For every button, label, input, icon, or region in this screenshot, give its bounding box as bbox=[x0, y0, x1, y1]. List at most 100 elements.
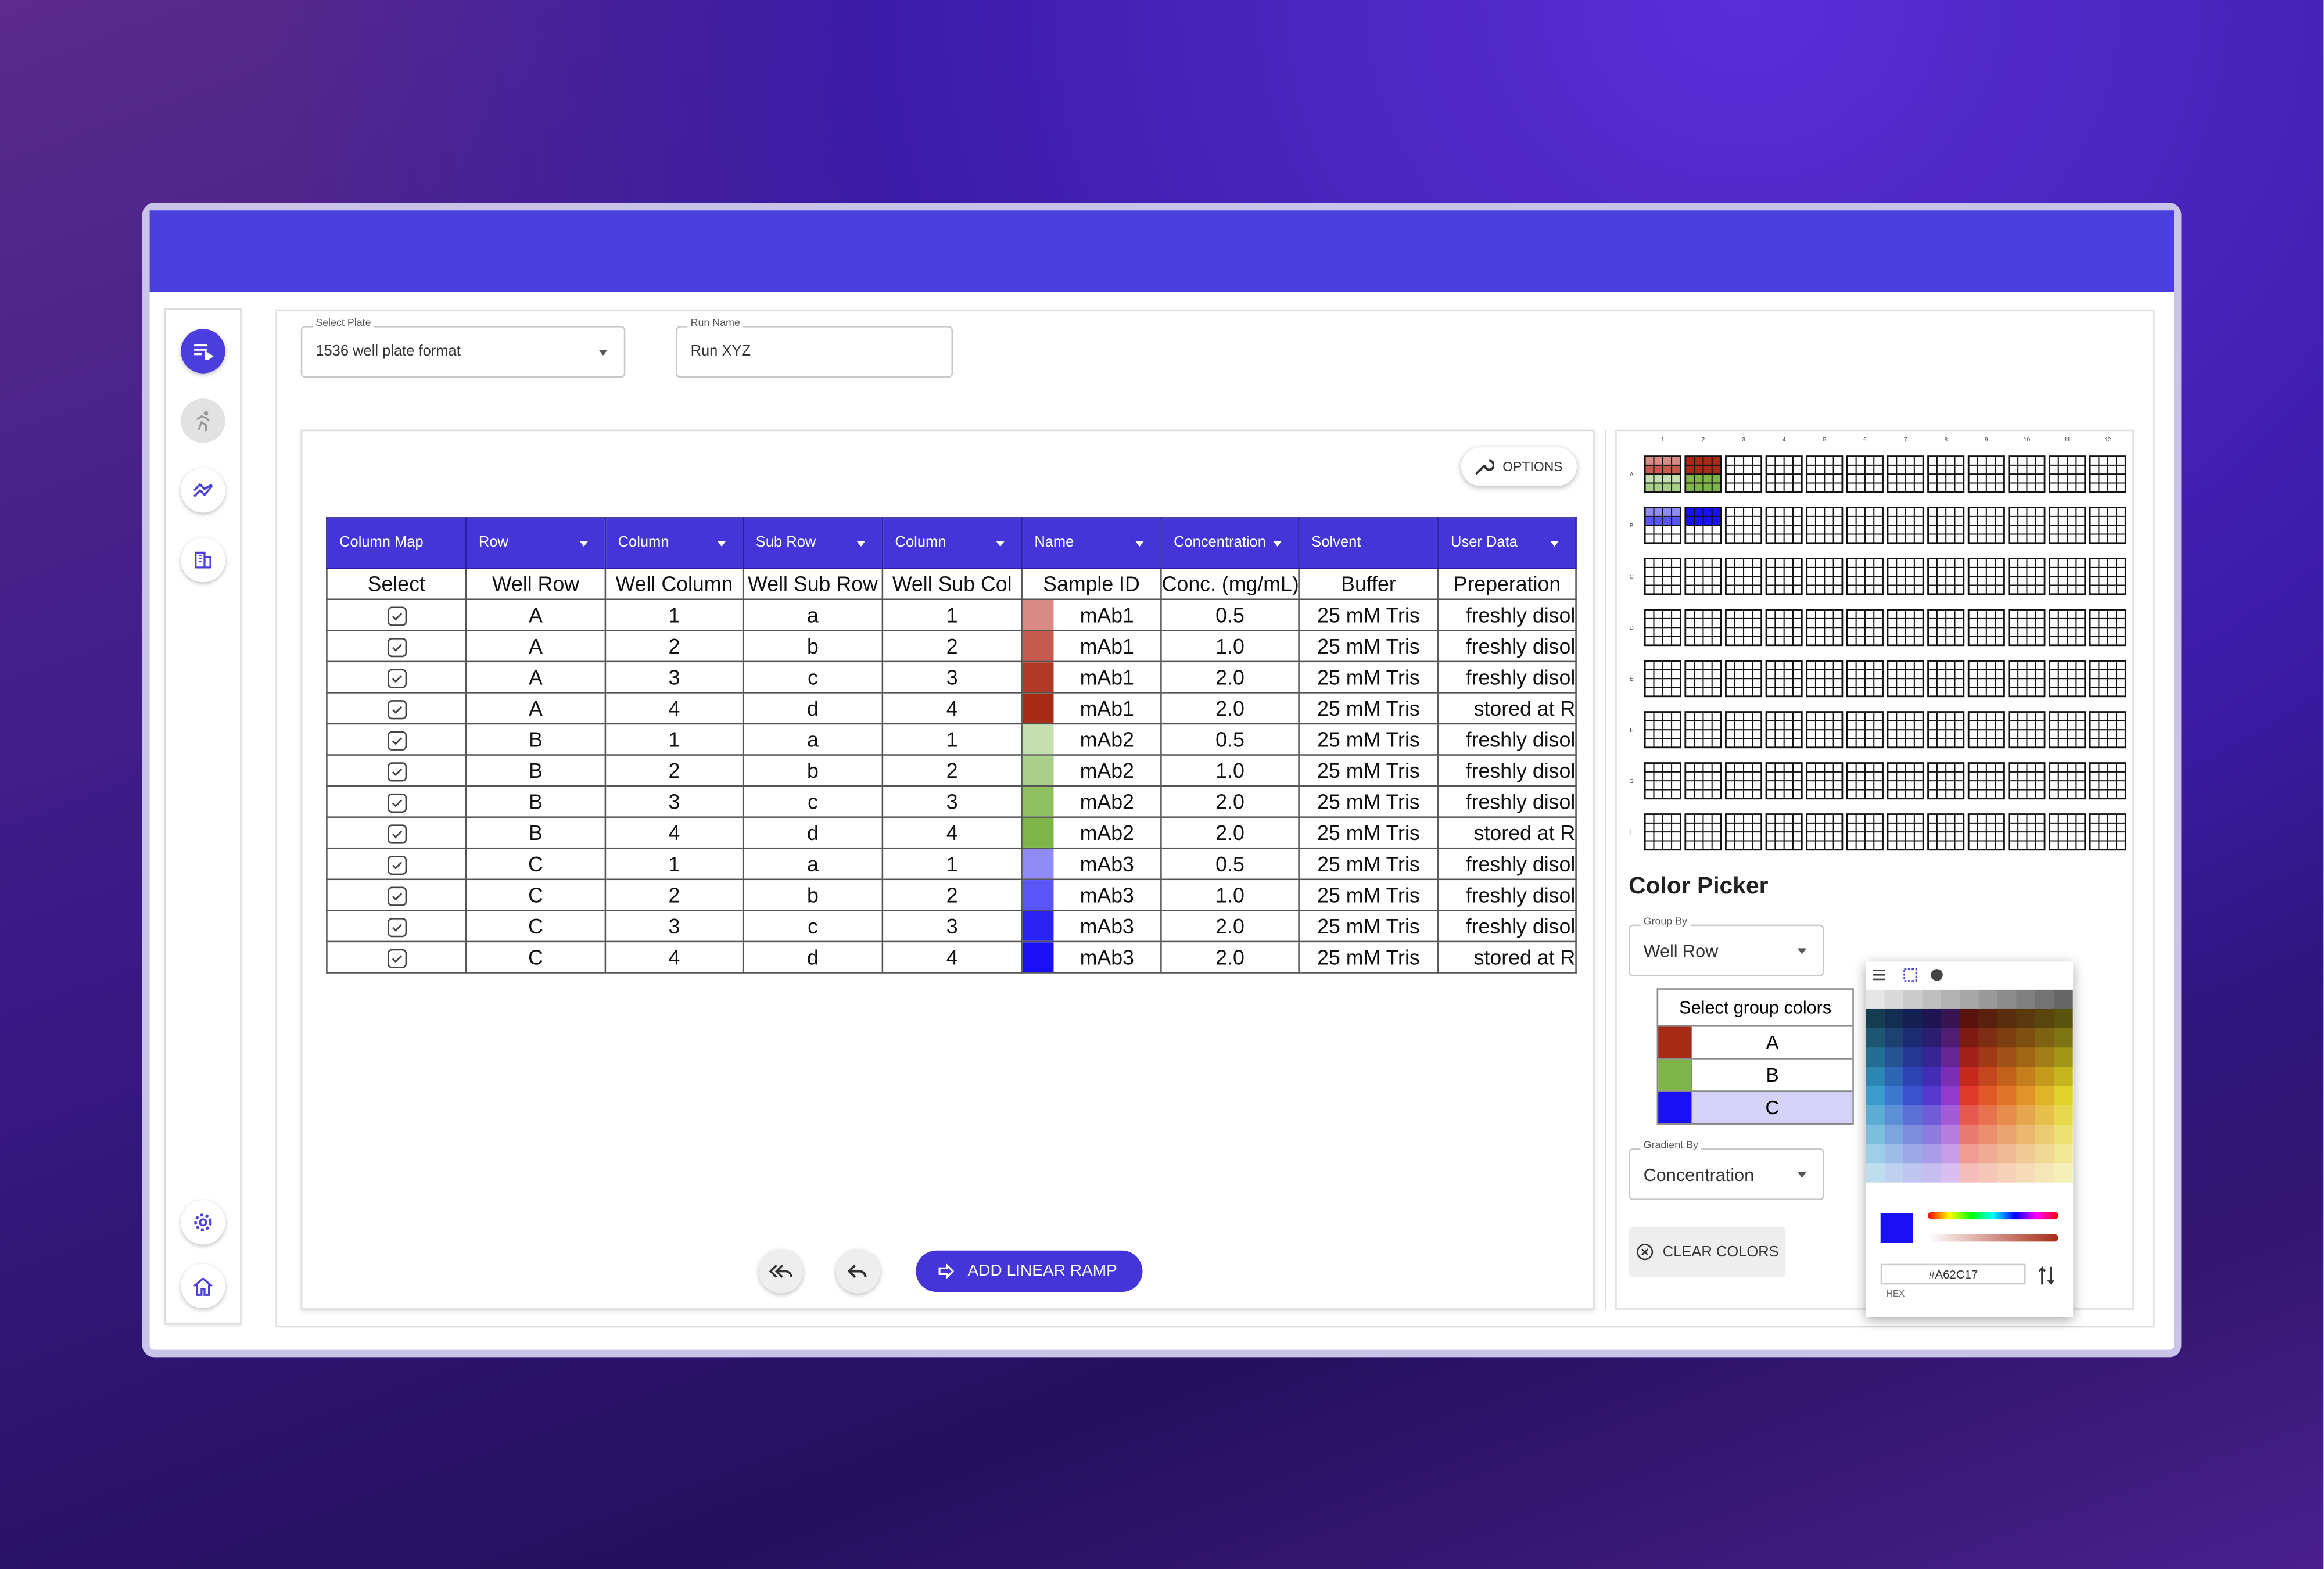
group-row[interactable]: A bbox=[1658, 1026, 1853, 1060]
options-button[interactable]: OPTIONS bbox=[1461, 447, 1577, 486]
alpha-slider[interactable] bbox=[1928, 1234, 2058, 1242]
palette-swatch[interactable] bbox=[1884, 1105, 1904, 1125]
nav-setup[interactable] bbox=[181, 329, 225, 374]
palette-swatch[interactable] bbox=[2054, 1067, 2073, 1086]
palette-swatch[interactable] bbox=[1922, 1105, 1942, 1125]
palette-swatch[interactable] bbox=[1922, 1124, 1942, 1144]
palette-swatch[interactable] bbox=[1960, 1028, 1979, 1048]
palette-swatch[interactable] bbox=[1960, 989, 1979, 1010]
palette-swatch[interactable] bbox=[1884, 1144, 1904, 1164]
palette-swatch[interactable] bbox=[1978, 1086, 1998, 1106]
palette-swatch[interactable] bbox=[1903, 1124, 1923, 1144]
palette-swatch[interactable] bbox=[1941, 1144, 1960, 1164]
column-map-header[interactable]: Column bbox=[881, 517, 1023, 569]
column-map-header[interactable]: Column bbox=[604, 517, 744, 569]
palette-swatch[interactable] bbox=[1884, 1067, 1904, 1086]
column-map-header[interactable]: Name bbox=[1021, 517, 1162, 569]
undo-button[interactable] bbox=[835, 1249, 881, 1294]
palette-swatch[interactable] bbox=[2054, 1028, 2073, 1048]
palette-swatch[interactable] bbox=[1866, 1144, 1885, 1164]
palette[interactable] bbox=[1866, 989, 2073, 1197]
nav-run[interactable] bbox=[181, 398, 225, 443]
palette-swatch[interactable] bbox=[1922, 1028, 1942, 1048]
palette-swatch[interactable] bbox=[2054, 989, 2073, 1010]
run-name[interactable]: Run Name Run XYZ bbox=[676, 318, 953, 378]
group-row[interactable]: B bbox=[1658, 1059, 1853, 1092]
palette-swatch[interactable] bbox=[2054, 1086, 2073, 1106]
palette-swatch[interactable] bbox=[1997, 989, 2017, 1010]
palette-swatch[interactable] bbox=[1884, 1028, 1904, 1048]
palette-swatch[interactable] bbox=[1866, 1086, 1885, 1106]
palette-swatch[interactable] bbox=[1960, 1047, 1979, 1067]
palette-swatch[interactable] bbox=[1960, 1105, 1979, 1125]
palette-swatch[interactable] bbox=[2054, 1163, 2073, 1183]
palette-swatch[interactable] bbox=[2035, 1124, 2054, 1144]
palette-swatch[interactable] bbox=[1884, 1008, 1904, 1029]
palette-swatch[interactable] bbox=[1978, 1047, 1998, 1067]
palette-swatch[interactable] bbox=[1978, 1067, 1998, 1086]
palette-swatch[interactable] bbox=[1922, 1047, 1942, 1067]
palette-swatch[interactable] bbox=[1978, 1124, 1998, 1144]
palette-swatch[interactable] bbox=[1997, 1008, 2017, 1029]
column-map-header[interactable]: Solvent bbox=[1298, 517, 1439, 569]
palette-swatch[interactable] bbox=[1884, 1124, 1904, 1144]
hue-slider[interactable] bbox=[1928, 1212, 2058, 1220]
palette-swatch[interactable] bbox=[1978, 1163, 1998, 1183]
palette-swatch[interactable] bbox=[1922, 1144, 1942, 1164]
palette-swatch[interactable] bbox=[1960, 1008, 1979, 1029]
palette-swatch[interactable] bbox=[2016, 1124, 2035, 1144]
palette-swatch[interactable] bbox=[1978, 1105, 1998, 1125]
palette-swatch[interactable] bbox=[1903, 1008, 1923, 1029]
checkbox[interactable] bbox=[386, 606, 407, 627]
checkbox[interactable] bbox=[386, 793, 407, 814]
palette-swatch[interactable] bbox=[1997, 1124, 2017, 1144]
palette-swatch[interactable] bbox=[2035, 1008, 2054, 1029]
palette-swatch[interactable] bbox=[2016, 1105, 2035, 1125]
nav-plates[interactable] bbox=[181, 537, 225, 583]
checkbox[interactable] bbox=[386, 917, 407, 938]
palette-swatch[interactable] bbox=[1903, 989, 1923, 1010]
palette-swatch[interactable] bbox=[1903, 1028, 1923, 1048]
gradient-by-select[interactable]: Gradient By Concentration bbox=[1629, 1140, 1824, 1200]
group-by-select[interactable]: Group By Well Row bbox=[1629, 917, 1824, 976]
palette-swatch[interactable] bbox=[1941, 1047, 1960, 1067]
palette-swatch[interactable] bbox=[1866, 1047, 1885, 1067]
palette-swatch[interactable] bbox=[1903, 1067, 1923, 1086]
palette-swatch[interactable] bbox=[1941, 1028, 1960, 1048]
palette-swatch[interactable] bbox=[1978, 1008, 1998, 1029]
palette-swatch[interactable] bbox=[1866, 1008, 1885, 1029]
palette-swatch[interactable] bbox=[1960, 1086, 1979, 1106]
column-map-header[interactable]: User Data bbox=[1437, 517, 1577, 569]
palette-swatch[interactable] bbox=[1866, 1163, 1885, 1183]
checkbox[interactable] bbox=[386, 699, 407, 720]
column-map-header[interactable]: Column Map bbox=[326, 517, 467, 569]
palette-swatch[interactable] bbox=[2016, 1067, 2035, 1086]
palette-swatch[interactable] bbox=[1960, 1163, 1979, 1183]
palette-swatch[interactable] bbox=[1866, 1105, 1885, 1125]
checkbox[interactable] bbox=[386, 762, 407, 782]
palette-swatch[interactable] bbox=[2035, 1105, 2054, 1125]
palette-swatch[interactable] bbox=[2035, 1047, 2054, 1067]
palette-swatch[interactable] bbox=[2016, 1144, 2035, 1164]
palette-swatch[interactable] bbox=[1941, 1086, 1960, 1106]
checkbox[interactable] bbox=[386, 824, 407, 845]
palette-swatch[interactable] bbox=[1884, 1047, 1904, 1067]
palette-swatch[interactable] bbox=[1997, 1086, 2017, 1106]
palette-swatch[interactable] bbox=[1997, 1163, 2017, 1183]
palette-swatch[interactable] bbox=[1941, 1008, 1960, 1029]
palette-swatch[interactable] bbox=[2016, 1163, 2035, 1183]
palette-swatch[interactable] bbox=[2035, 1144, 2054, 1164]
palette-swatch[interactable] bbox=[1941, 1163, 1960, 1183]
palette-swatch[interactable] bbox=[1866, 1124, 1885, 1144]
palette-swatch[interactable] bbox=[2016, 1008, 2035, 1029]
hex-input[interactable]: #A62C17 bbox=[1880, 1263, 2026, 1285]
palette-swatch[interactable] bbox=[1978, 989, 1998, 1010]
palette-swatch[interactable] bbox=[2054, 1008, 2073, 1029]
palette-swatch[interactable] bbox=[1997, 1144, 2017, 1164]
checkbox[interactable] bbox=[386, 949, 407, 970]
palette-swatch[interactable] bbox=[1997, 1067, 2017, 1086]
palette-swatch[interactable] bbox=[1922, 1163, 1942, 1183]
palette-swatch[interactable] bbox=[2016, 1028, 2035, 1048]
checkbox[interactable] bbox=[386, 637, 407, 658]
palette-swatch[interactable] bbox=[1866, 1028, 1885, 1048]
